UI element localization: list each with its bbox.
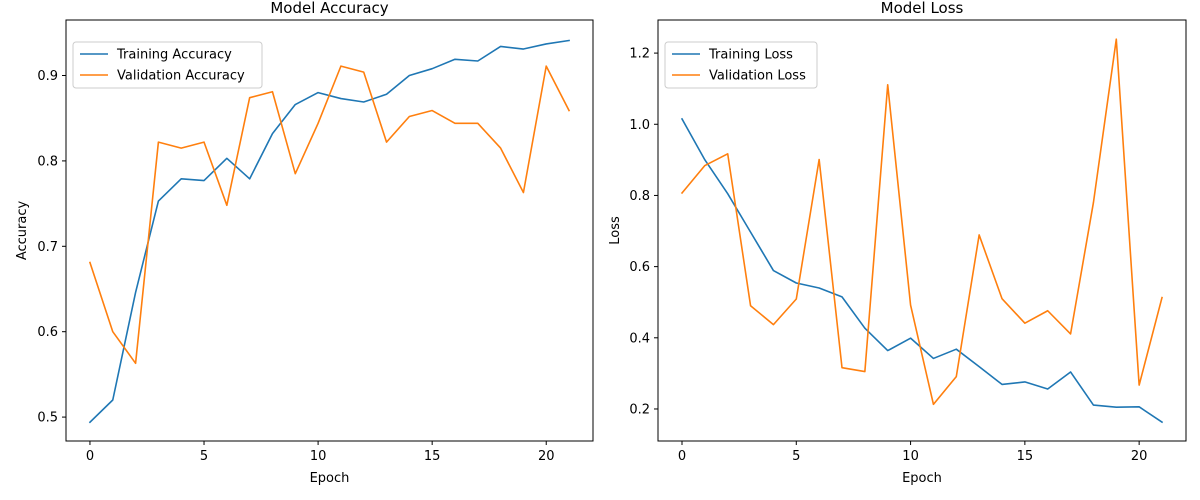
plot-frame — [65, 19, 594, 442]
chart-title: Model Loss — [881, 0, 964, 17]
x-tick-label: 20 — [538, 449, 555, 464]
y-tick-label: 0.7 — [37, 240, 58, 255]
x-tick-label: 10 — [902, 449, 919, 464]
y-tick-label: 0.9 — [37, 69, 58, 84]
chart-panel-1: Model Loss 0 5 10 15 20 0.2 0.4 0.6 0.8 1.0 1.2 Epoc… — [608, 0, 1187, 486]
plot-frame — [657, 19, 1187, 442]
x-tick-label: 0 — [678, 449, 686, 464]
y-tick-label: 0.2 — [629, 402, 650, 417]
series-line-validation-loss — [680, 38, 1163, 406]
legend-box — [664, 41, 818, 89]
chart-title: Model Accuracy — [270, 0, 388, 17]
y-tick-label: 1.2 — [629, 47, 650, 62]
series-line-training-loss — [680, 117, 1164, 424]
x-tick-label: 20 — [1131, 449, 1148, 464]
legend-label: Training Loss — [708, 48, 793, 63]
x-tick-label: 5 — [200, 449, 208, 464]
x-axis-label: Epoch — [902, 471, 942, 486]
legend-box — [72, 41, 263, 89]
x-tick-label: 15 — [424, 449, 441, 464]
legend-label: Training Accuracy — [116, 48, 232, 63]
legend-label: Validation Accuracy — [117, 69, 245, 84]
y-tick-label: 1.0 — [629, 118, 650, 133]
x-tick-label: 5 — [792, 449, 800, 464]
x-axis-label: Epoch — [310, 471, 350, 486]
x-tick-label: 15 — [1017, 449, 1034, 464]
legend: Training Loss Validation Loss — [664, 41, 818, 89]
legend-label: Validation Loss — [709, 69, 806, 84]
y-tick-label: 0.8 — [37, 154, 58, 169]
y-tick-label: 0.6 — [629, 260, 650, 275]
series-line-validation-accuracy — [88, 65, 571, 365]
y-axis-label: Accuracy — [15, 201, 30, 261]
y-tick-label: 0.8 — [629, 189, 650, 204]
x-tick-label: 10 — [310, 449, 327, 464]
y-tick-label: 0.5 — [37, 411, 58, 426]
chart-panel-0: Model Accuracy 0 5 10 15 20 0.5 0.6 0.7 0.8 0.9 Epo… — [15, 0, 594, 486]
y-tick-label: 0.6 — [37, 325, 58, 340]
y-tick-label: 0.4 — [629, 331, 650, 346]
x-tick-label: 0 — [86, 449, 94, 464]
legend: Training Accuracy Validation Accuracy — [72, 41, 263, 89]
y-axis-label: Loss — [608, 216, 623, 245]
